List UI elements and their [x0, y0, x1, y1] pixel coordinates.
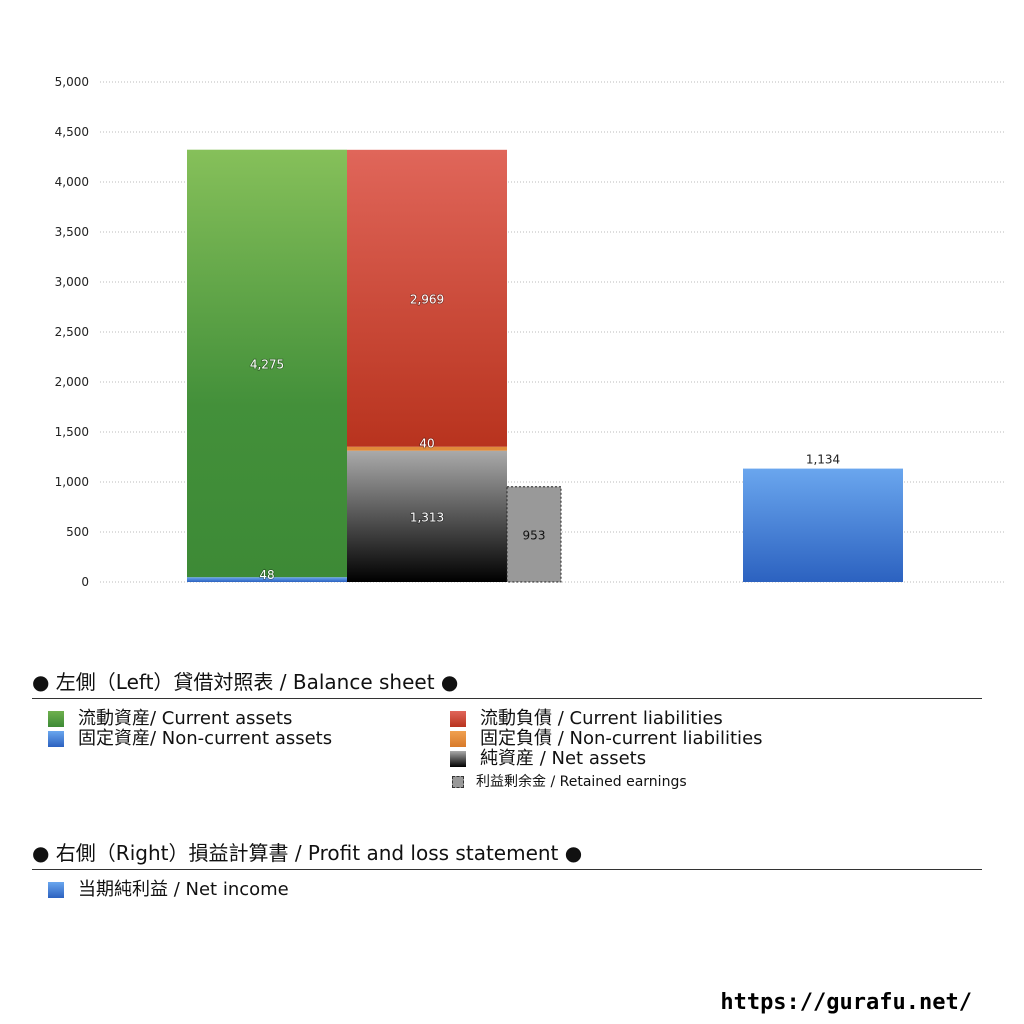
chart: 0 500 1,000 1,500 2,000 2,500 3,000 3,500 4,000 4… [55, 75, 1005, 589]
site-url: https://gurafu.net/ [720, 990, 972, 1015]
bar-segment [743, 468, 903, 582]
y-tick-label: 5,000 [55, 75, 89, 89]
bar-segment [347, 450, 507, 582]
legend-swatch [48, 711, 64, 727]
y-tick-label: 3,500 [55, 225, 89, 239]
y-tick-label: 2,000 [55, 375, 89, 389]
y-tick-label: 4,500 [55, 125, 89, 139]
data-label: 953 [523, 528, 546, 542]
y-tick-label: 3,000 [55, 275, 89, 289]
data-label: 1,134 [806, 453, 840, 467]
y-tick-label: 1,000 [55, 475, 89, 489]
legend-item: 流動資産/ Current assets [48, 709, 292, 729]
legend-swatch [450, 711, 466, 727]
legend-item: 流動負債 / Current liabilities [450, 709, 723, 729]
data-label: 1,313 [410, 510, 444, 524]
data-label: 4,275 [250, 357, 284, 371]
legend-label: 流動資産/ Current assets [78, 708, 293, 729]
legend-item: 利益剰余金 / Retained earnings [452, 772, 687, 792]
legend-swatch [452, 776, 464, 788]
legend-swatch [450, 751, 466, 767]
legend-label: 流動負債 / Current liabilities [480, 708, 723, 729]
y-tick-label: 500 [66, 525, 89, 539]
bar-segment [187, 577, 347, 582]
legend-label: 固定負債 / Non-current liabilities [480, 728, 763, 749]
y-tick-label: 4,000 [55, 175, 89, 189]
y-tick-label: 1,500 [55, 425, 89, 439]
legend-swatch [48, 731, 64, 747]
data-label: 40 [419, 437, 434, 451]
bar-segment [347, 446, 507, 451]
bar-segment [187, 149, 347, 578]
bar-segment [506, 486, 562, 583]
legend-swatch [450, 731, 466, 747]
bar-segment [347, 149, 507, 447]
legend-label: 純資産 / Net assets [480, 748, 647, 769]
pl-statement-title: ● 右側（Right）損益計算書 / Profit and loss state… [32, 837, 982, 870]
legend-item: 純資産 / Net assets [450, 749, 646, 769]
legend-label: 利益剰余金 / Retained earnings [476, 774, 687, 790]
data-label: 2,969 [410, 292, 444, 306]
data-label: 48 [259, 568, 274, 582]
legend-label: 当期純利益 / Net income [78, 879, 289, 900]
legend-label: 固定資産/ Non-current assets [78, 728, 333, 749]
balance-sheet-title: ● 左側（Left）貸借対照表 / Balance sheet ● [32, 666, 982, 699]
y-tick-label: 2,500 [55, 325, 89, 339]
y-tick-label: 0 [81, 575, 89, 589]
legend-item: 固定負債 / Non-current liabilities [450, 729, 763, 749]
legend-item: 固定資産/ Non-current assets [48, 729, 332, 749]
legend-item: 当期純利益 / Net income [48, 880, 289, 900]
legend-swatch [48, 882, 64, 898]
